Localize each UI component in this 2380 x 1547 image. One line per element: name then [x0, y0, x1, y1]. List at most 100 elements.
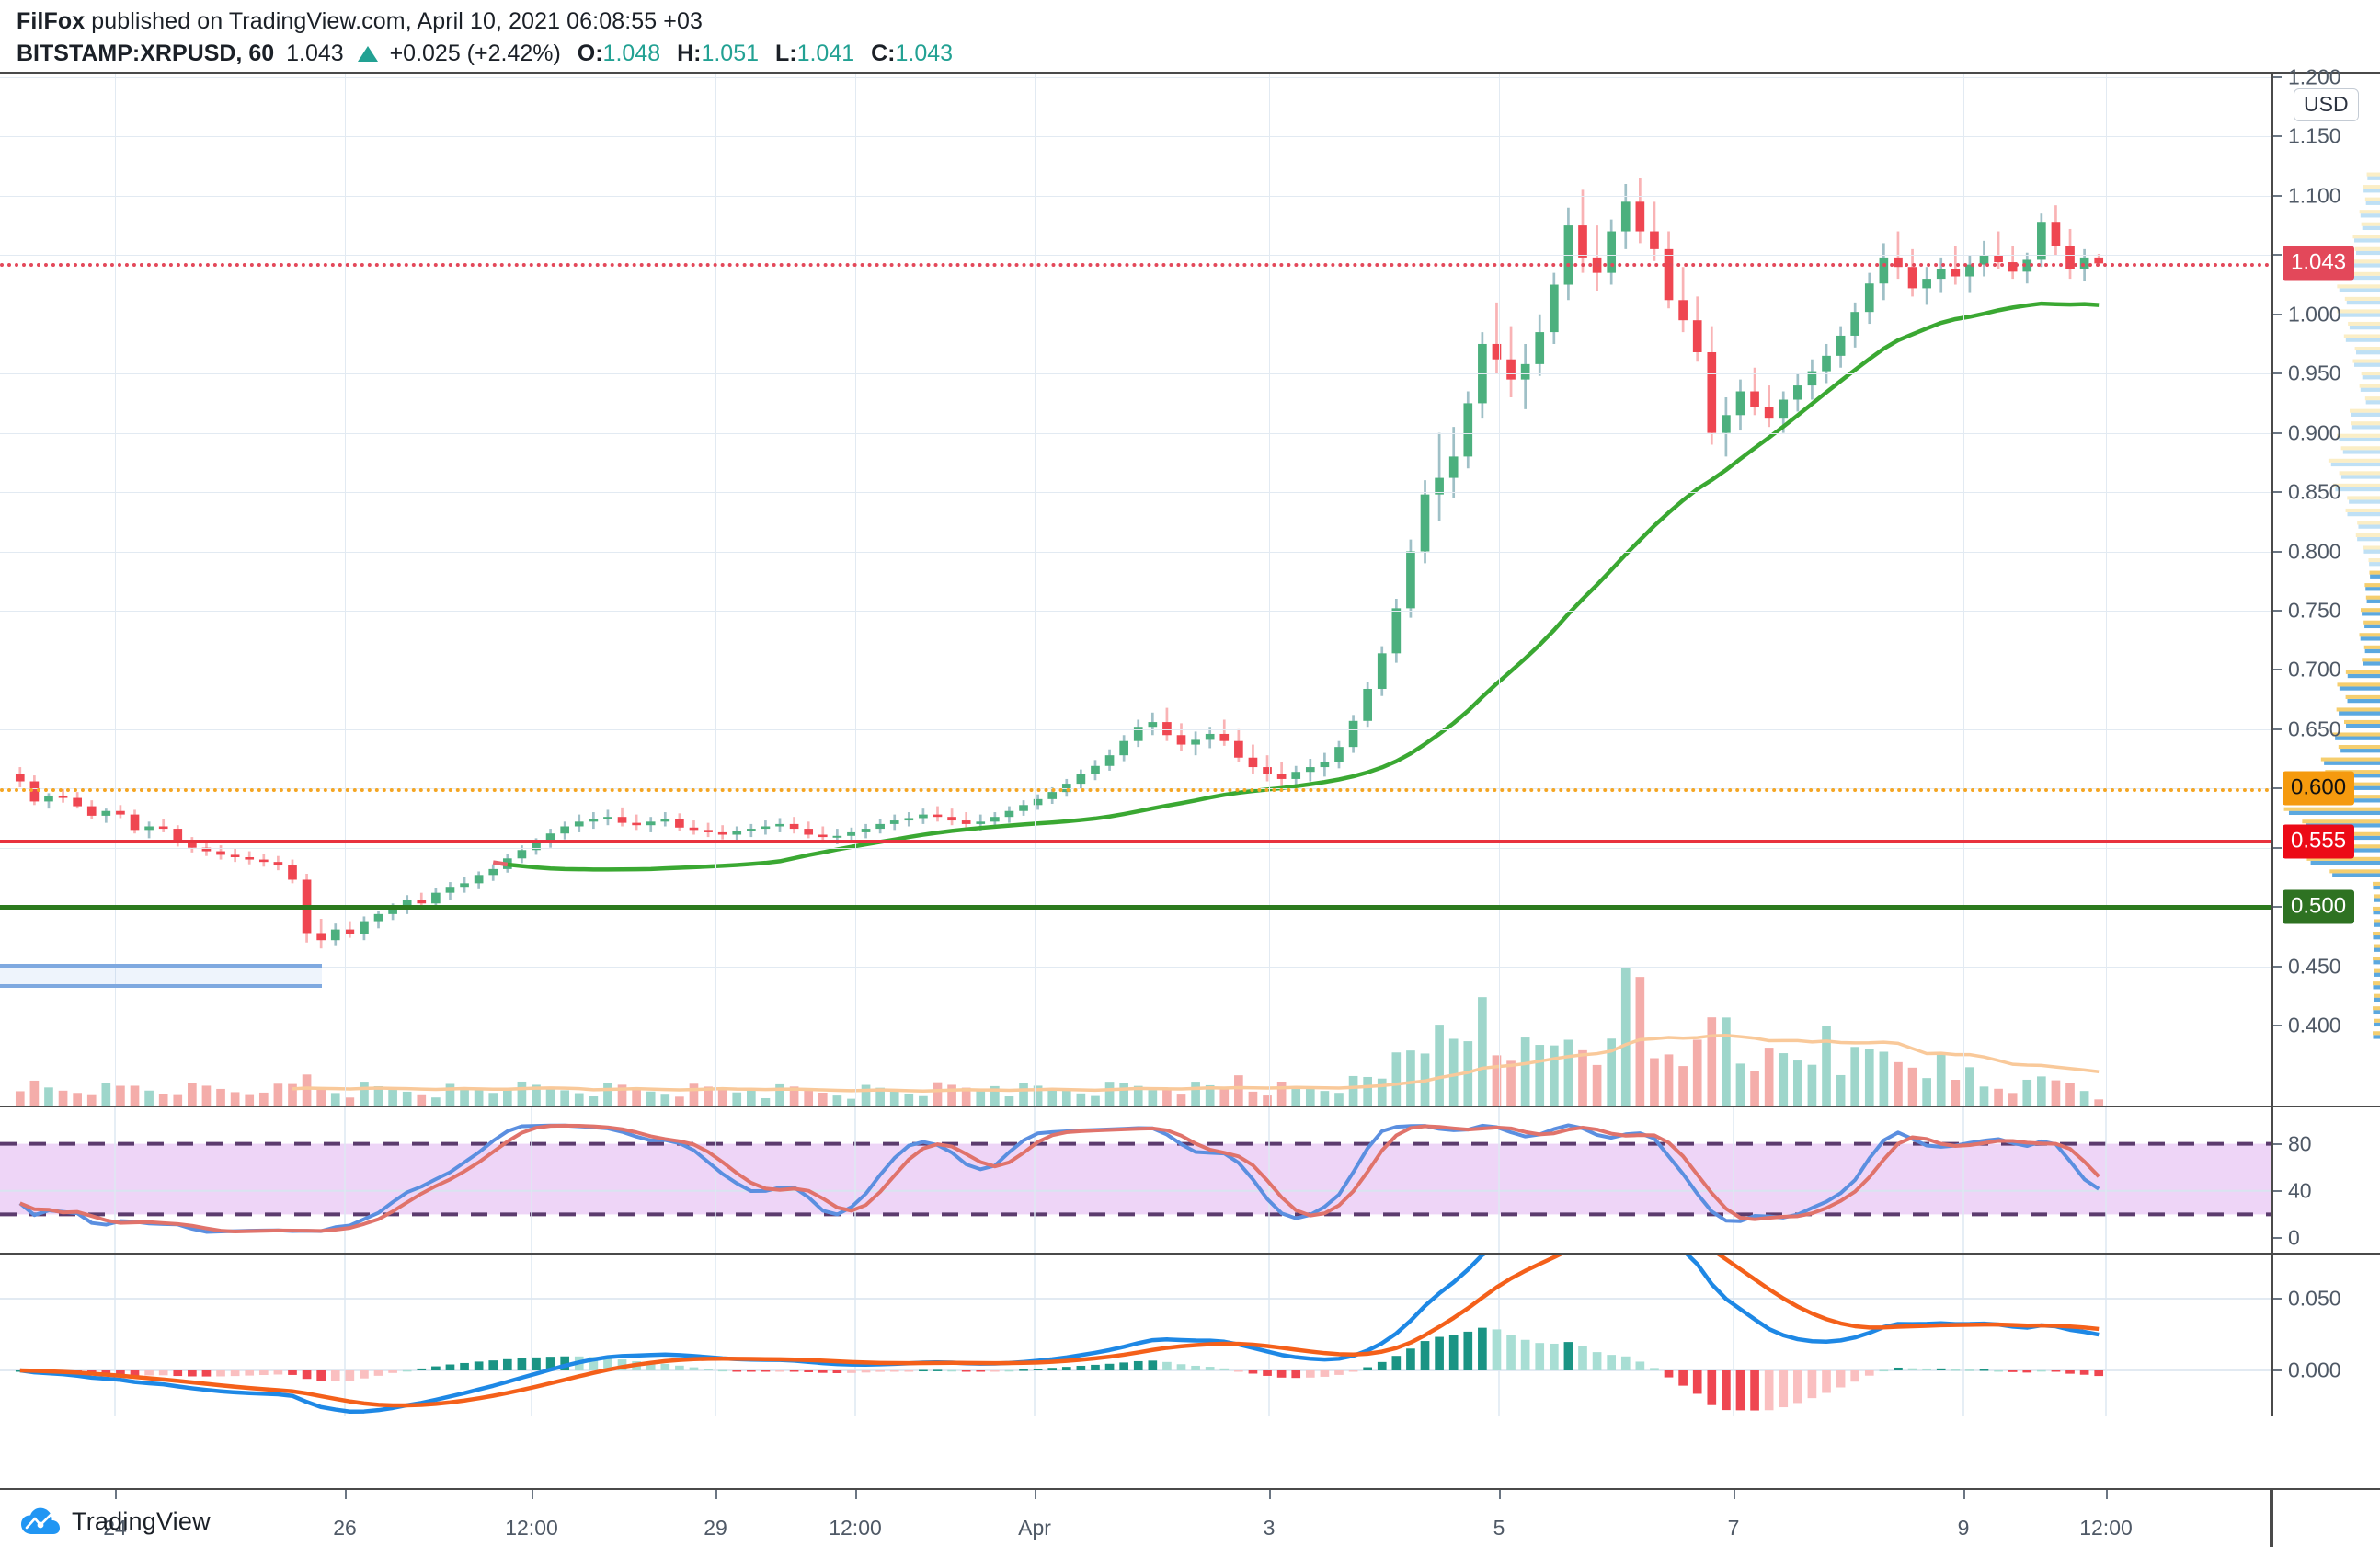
- last-price-line: [0, 263, 2271, 268]
- open-value: 1.048: [602, 40, 661, 66]
- axis-tick: [2273, 1369, 2282, 1371]
- time-axis-label: 12:00: [829, 1516, 882, 1540]
- time-axis-label: 3: [1263, 1516, 1276, 1540]
- support-line-500: [0, 905, 2271, 911]
- vertical-gridline: [1035, 74, 1036, 1106]
- chart-area[interactable]: 1.200 1.150 1.100 1.000 0.950 0.900 0.850 0.800…: [0, 65, 2380, 1547]
- vertical-gridline: [115, 74, 116, 1106]
- price-panel[interactable]: [0, 72, 2271, 1106]
- time-axis-label: Apr: [1018, 1516, 1051, 1540]
- vertical-gridline: [1963, 74, 1964, 1106]
- price-axis-label: 0.950: [2288, 361, 2341, 385]
- axis-tick: [2273, 1025, 2282, 1026]
- gridline: [0, 373, 2271, 375]
- macd-axis-label: 0.000: [2288, 1358, 2341, 1382]
- axis-tick: [2273, 669, 2282, 671]
- axis-tick: [2273, 846, 2282, 849]
- time-axis-label: 9: [1957, 1516, 1970, 1540]
- axis-tick: [2273, 431, 2282, 434]
- low-value: 1.041: [796, 40, 855, 66]
- tradingview-cloud-icon: [20, 1507, 61, 1536]
- axis-tick: [2273, 491, 2282, 494]
- price-axis-label: 1.100: [2288, 183, 2341, 208]
- axis-tick: [2273, 313, 2282, 315]
- price-axis-label: 1.200: [2288, 64, 2341, 89]
- tradingview-wordmark: TradingView: [72, 1507, 211, 1535]
- axis-tick: [2273, 906, 2282, 909]
- author-name: FilFox: [17, 8, 86, 34]
- axis-tick: [2273, 194, 2282, 197]
- vertical-gridline: [1269, 74, 1270, 1106]
- stochastic-axis-label: 80: [2288, 1131, 2312, 1156]
- axis-tick: [2273, 1237, 2282, 1239]
- currency-badge[interactable]: USD: [2294, 88, 2359, 121]
- stochastic-axis-label: 40: [2288, 1178, 2312, 1203]
- time-axis-label: 7: [1727, 1516, 1740, 1540]
- time-tick: [855, 1490, 857, 1499]
- axis-tick: [2273, 609, 2282, 612]
- gridline: [0, 610, 2271, 612]
- last-price: 1.043: [286, 40, 344, 66]
- time-scale[interactable]: 24 26 12:00 29 12:00 Apr 3 5 7 9 12:00: [0, 1488, 2271, 1547]
- price-axis-label: 0.800: [2288, 539, 2341, 563]
- time-axis-label: 24: [103, 1516, 127, 1540]
- vertical-gridline: [855, 74, 856, 1106]
- time-axis-label: 29: [704, 1516, 727, 1540]
- axis-tick: [2273, 1189, 2282, 1192]
- axis-tick: [2273, 787, 2282, 790]
- axis-tick: [2273, 1142, 2282, 1145]
- symbol-label[interactable]: BITSTAMP:XRPUSD, 60: [17, 40, 275, 66]
- volume-profile: [2283, 172, 2380, 1039]
- close-label: C:: [871, 40, 896, 66]
- supply-zone-box[interactable]: [0, 963, 322, 988]
- time-axis-label: 12:00: [2079, 1516, 2133, 1540]
- macd-axis-label: 0.050: [2288, 1286, 2341, 1311]
- stochastic-panel[interactable]: [0, 1106, 2271, 1253]
- publish-line: FilFox published on TradingView.com, Apr…: [17, 7, 2380, 35]
- level-badge-600: 0.600: [2283, 771, 2355, 806]
- axis-tick: [2273, 135, 2282, 138]
- high-label: H:: [677, 40, 702, 66]
- axis-tick: [2273, 254, 2282, 257]
- last-price-badge: 1.043: [2283, 246, 2355, 281]
- vertical-gridline: [715, 74, 716, 1106]
- time-tick: [1963, 1490, 1965, 1499]
- price-axis-label: 1.150: [2288, 123, 2341, 148]
- stochastic-axis-label: 0: [2288, 1225, 2300, 1250]
- axis-tick: [2273, 550, 2282, 553]
- vertical-gridline: [1499, 74, 1500, 1106]
- time-axis-label: 26: [333, 1516, 357, 1540]
- close-value: 1.043: [895, 40, 954, 66]
- price-series: [15, 178, 2104, 1106]
- time-tick: [1035, 1490, 1036, 1499]
- price-scale[interactable]: 1.200 1.150 1.100 1.000 0.950 0.900 0.850 0.800…: [2271, 65, 2380, 1416]
- gridline: [0, 255, 2271, 257]
- time-tick: [1499, 1490, 1501, 1499]
- time-tick: [2106, 1490, 2108, 1499]
- macd-scale[interactable]: 0.050 0.000: [2273, 1253, 2380, 1416]
- pivot-line-555: [0, 840, 2271, 844]
- macd-panel[interactable]: [0, 1253, 2271, 1416]
- gridline: [0, 77, 2271, 78]
- time-scale-corner: [2271, 1488, 2380, 1547]
- time-tick: [1734, 1490, 1735, 1499]
- gridline: [0, 551, 2271, 553]
- time-tick: [532, 1490, 533, 1499]
- high-value: 1.051: [701, 40, 760, 66]
- time-tick: [345, 1490, 347, 1499]
- stochastic-scale[interactable]: 80 40 0: [2273, 1106, 2380, 1253]
- vertical-gridline: [345, 74, 346, 1106]
- time-tick: [1269, 1490, 1271, 1499]
- axis-tick: [2273, 76, 2282, 78]
- time-tick: [715, 1490, 717, 1499]
- gridline: [0, 847, 2271, 849]
- price-scale-main[interactable]: 1.200 1.150 1.100 1.000 0.950 0.900 0.850 0.800…: [2273, 65, 2380, 1106]
- footer-branding: TradingView: [0, 1495, 2380, 1547]
- stochastic-series: [0, 1107, 2271, 1253]
- price-axis-label: 0.750: [2288, 598, 2341, 623]
- low-label: L:: [774, 40, 797, 66]
- level-badge-500: 0.500: [2283, 889, 2355, 924]
- price-axis-label: 0.700: [2288, 657, 2341, 682]
- price-axis-label: 0.400: [2288, 1013, 2341, 1037]
